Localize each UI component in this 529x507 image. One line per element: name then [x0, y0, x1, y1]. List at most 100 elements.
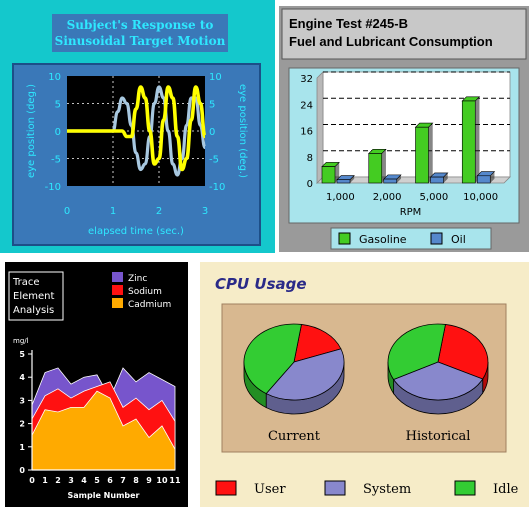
y-tick-label: 0: [307, 179, 313, 190]
engine-chart-svg: Engine Test #245-B Fuel and Lubricant Con…: [281, 8, 527, 250]
x-tick-label: 2: [156, 206, 162, 217]
x-tick-label: 1,000: [326, 192, 355, 203]
pie-slice-user: [293, 323, 342, 363]
legend-box: [330, 227, 492, 250]
bar-oil-side: [350, 175, 355, 183]
y-tick-label-left: 0: [55, 127, 61, 138]
response-series-line: [67, 85, 207, 172]
bar-gasoline: [368, 153, 383, 184]
pie-slice-idle: [387, 323, 446, 380]
chart-title: CPU Usage: [215, 275, 307, 293]
target-series-line: [67, 85, 207, 177]
x-tick-label: 9: [146, 476, 152, 485]
x-tick-label: 10,000: [463, 192, 498, 203]
x-tick-label: 8: [133, 476, 139, 485]
pie-slice-system: [392, 361, 484, 401]
bar-gasoline: [461, 100, 476, 184]
x-tick-label: 3: [202, 206, 208, 217]
y-tick-label: 8: [307, 153, 313, 164]
x-tick-label: 11: [169, 476, 181, 485]
y-tick-label: 24: [300, 100, 313, 111]
bar-oil: [336, 179, 351, 184]
pie-slice-idle: [243, 323, 302, 395]
pie-slice-user: [437, 323, 489, 380]
legend-swatch-zinc: [112, 272, 123, 282]
cpu-chart-svg: CPU Usage Current Historical User System Idle: [215, 275, 519, 497]
pie-side-shade: [393, 379, 483, 414]
pie-slice-system: [265, 348, 345, 401]
y-axis-label: mg/l: [13, 337, 29, 345]
x-tick-label: 10: [156, 476, 168, 485]
y-tick-label-left: -5: [51, 155, 61, 166]
y-tick-label: 3: [19, 396, 25, 405]
chart-title-line: Analysis: [13, 305, 54, 316]
chart-title-line: Engine Test #245-B: [289, 16, 408, 31]
x-tick-label: 1: [42, 476, 48, 485]
x-tick-label: 5,000: [420, 192, 449, 203]
chart-title-line: Subject's Response to: [67, 18, 214, 32]
pie-side-shade: [388, 362, 394, 394]
y-tick-label-right: -10: [209, 182, 225, 193]
bar-gasoline-side: [475, 96, 480, 183]
title-box: [281, 8, 527, 60]
y-tick-label: 5: [19, 350, 25, 359]
bar-gasoline: [321, 166, 336, 184]
x-tick-label: 0: [64, 206, 70, 217]
x-tick-label: 1: [110, 206, 116, 217]
area-cadmium: [31, 390, 176, 471]
y-tick-label-right: 5: [209, 100, 215, 111]
legend-label-cadmium: Cadmium: [128, 300, 171, 310]
title-box: [8, 271, 64, 321]
y-tick-label: 2: [19, 420, 25, 429]
y-tick-label-left: -10: [45, 182, 61, 193]
bar-gasoline-side: [381, 149, 386, 183]
y-tick-label: 4: [19, 373, 25, 382]
chart-title-line: Sinusoidal Target Motion: [55, 34, 226, 48]
y-tick-label: 16: [300, 127, 313, 138]
x-tick-label: 6: [107, 476, 113, 485]
legend-swatch-user: [215, 480, 237, 496]
y-tick-label-right: 0: [209, 127, 215, 138]
x-tick-label: 7: [120, 476, 126, 485]
legend-label-idle: Idle: [493, 482, 519, 497]
y-tick-label-right: -5: [209, 155, 219, 166]
pie-label: Historical: [406, 429, 471, 444]
bar-oil: [383, 178, 398, 184]
x-axis-label: elapsed time (sec.): [88, 226, 184, 237]
y-tick-label: 0: [19, 466, 25, 475]
x-axis-label: RPM: [400, 207, 422, 218]
trace-chart-svg: Trace Element Analysis Zinc Sodium Cadmium mg/…: [8, 271, 181, 500]
chart-title-line: Fuel and Lubricant Consumption: [289, 34, 493, 49]
x-tick-label: 0: [29, 476, 35, 485]
x-tick-label: 5: [94, 476, 100, 485]
bar-gasoline: [415, 126, 429, 184]
chart-title-line: Trace: [12, 277, 40, 288]
pie-label: Current: [268, 429, 321, 444]
legend-swatch-sodium: [112, 285, 123, 295]
pie-side-shade: [244, 362, 267, 408]
legend-swatch-idle: [454, 480, 476, 496]
eye-chart-panel: Subject's Response to Sinusoidal Target M…: [0, 0, 275, 253]
legend-swatch-system: [324, 480, 346, 496]
bar-oil-side: [443, 172, 448, 183]
bar-oil-side: [490, 171, 495, 183]
y-axis-label-right: eye position (deg.): [237, 84, 248, 178]
y-tick-label-right: 10: [209, 72, 222, 83]
title-box: [52, 14, 228, 52]
x-tick-label: 2,000: [373, 192, 402, 203]
cpu-chart-panel: CPU Usage Current Historical User System Idle: [200, 262, 529, 507]
x-axis-label: Sample Number: [68, 491, 140, 500]
y-tick-label-left: 5: [55, 100, 61, 111]
bar-gasoline-side: [428, 123, 433, 183]
pie-side-shade: [482, 362, 488, 394]
legend-swatch-gasoline: [338, 232, 351, 245]
y-axis-label-left: eye position (deg.): [26, 84, 37, 178]
engine-chart-panel: Engine Test #245-B Fuel and Lubricant Con…: [279, 6, 529, 252]
y-tick-label-left: 10: [48, 72, 61, 83]
trace-chart-panel: Trace Element Analysis Zinc Sodium Cadmium mg/…: [5, 262, 188, 507]
y-tick-label: 1: [19, 443, 25, 452]
x-tick-label: 4: [81, 476, 87, 485]
legend-label-gasoline: Gasoline: [359, 233, 407, 246]
bar-oil-side: [396, 174, 401, 183]
bar-oil: [476, 175, 491, 184]
